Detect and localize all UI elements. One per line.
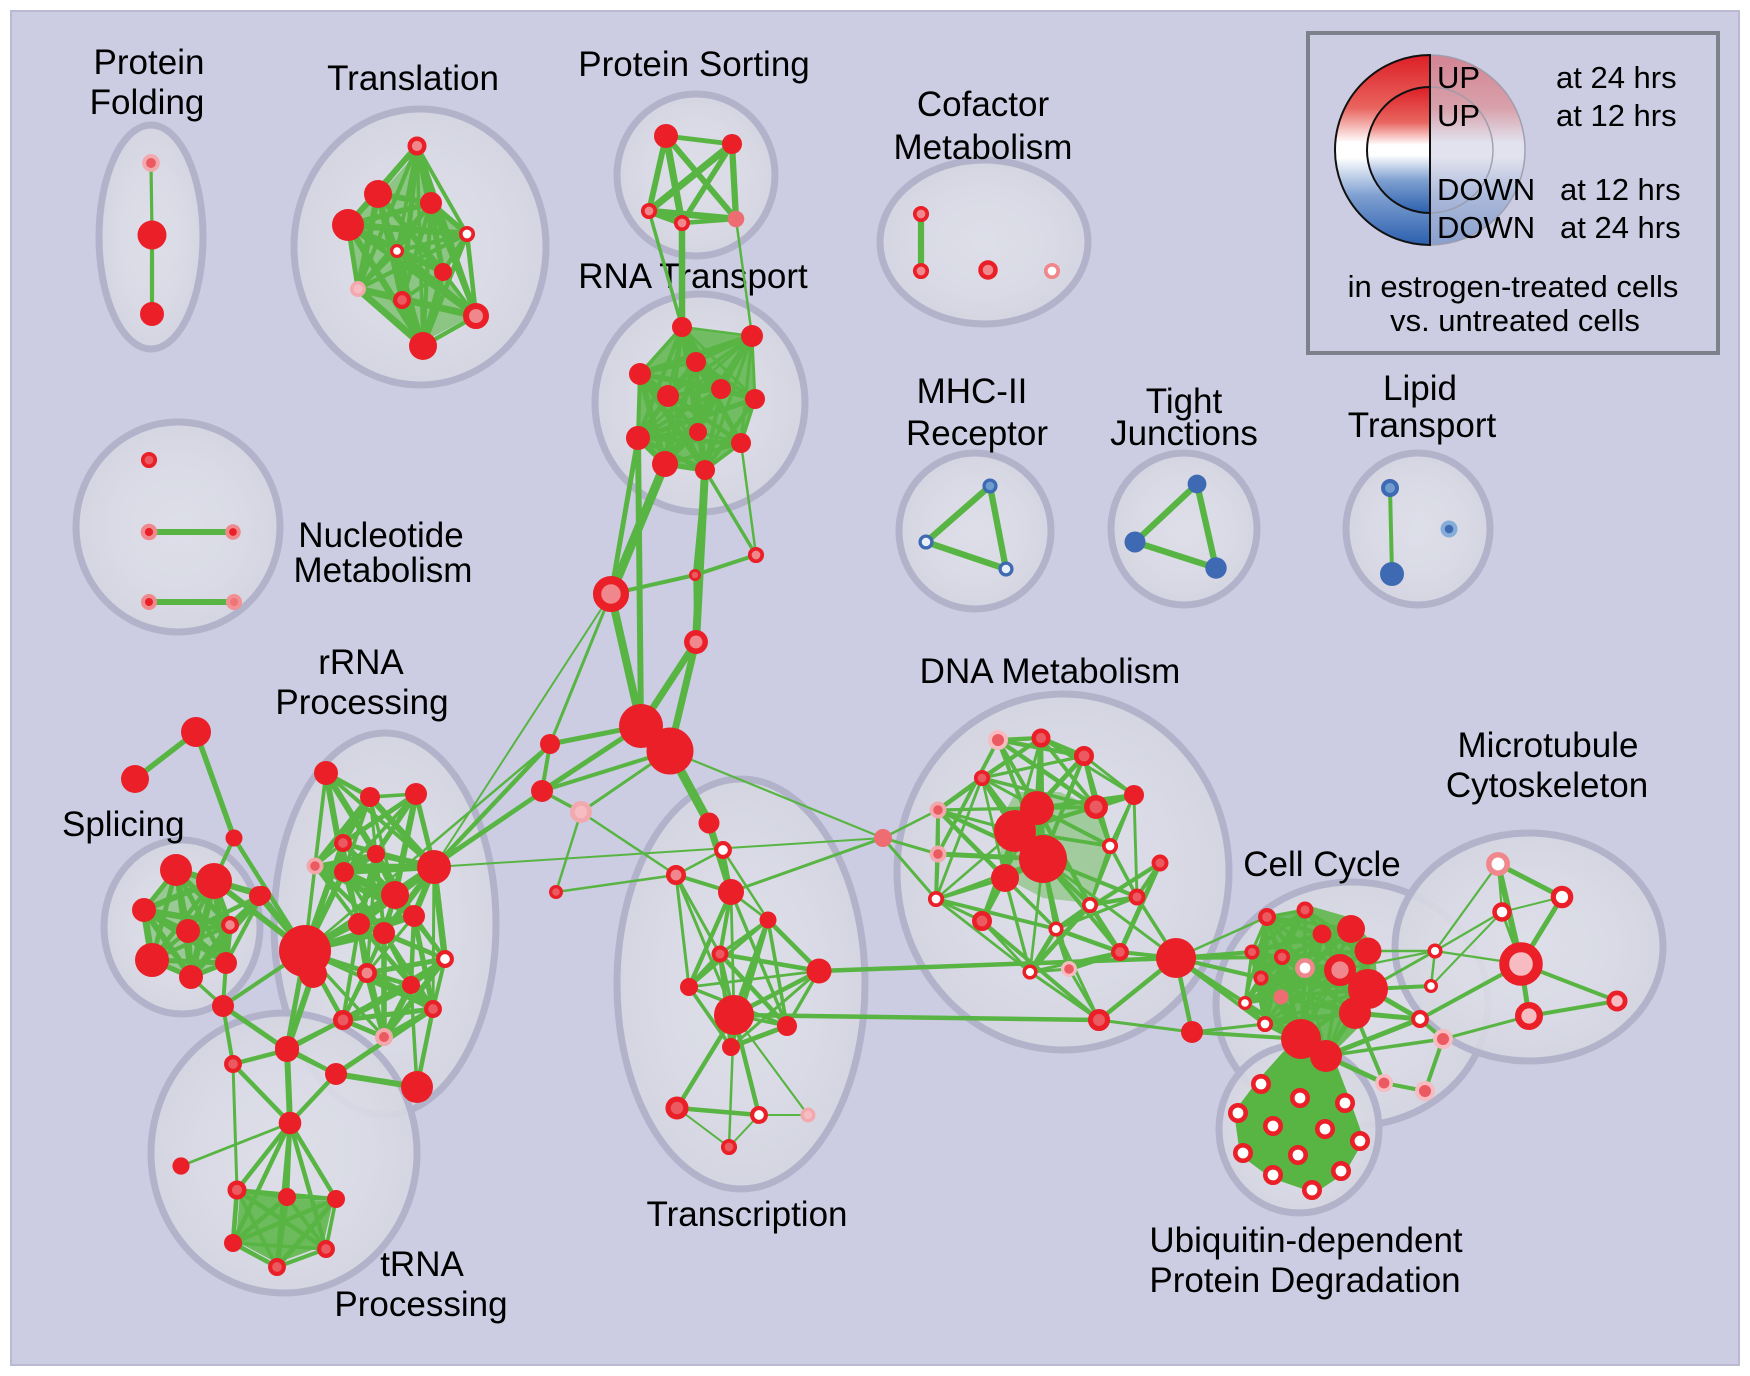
svg-text:Processing: Processing xyxy=(275,683,448,722)
svg-text:Junctions: Junctions xyxy=(1110,414,1258,453)
svg-text:Splicing: Splicing xyxy=(62,805,185,844)
svg-text:Cell Cycle: Cell Cycle xyxy=(1243,845,1401,884)
svg-text:Cytoskeleton: Cytoskeleton xyxy=(1446,766,1648,805)
svg-text:Tight: Tight xyxy=(1146,382,1223,421)
svg-text:Processing: Processing xyxy=(334,1285,507,1324)
svg-text:at 24 hrs: at 24 hrs xyxy=(1556,60,1677,95)
svg-text:Ubiquitin-dependent: Ubiquitin-dependent xyxy=(1149,1221,1463,1260)
svg-text:Metabolism: Metabolism xyxy=(894,128,1073,167)
svg-text:at 12 hrs: at 12 hrs xyxy=(1556,98,1677,133)
svg-text:Protein Sorting: Protein Sorting xyxy=(578,45,810,84)
svg-text:UP: UP xyxy=(1437,60,1480,95)
svg-text:UP: UP xyxy=(1437,98,1480,133)
svg-text:Metabolism: Metabolism xyxy=(294,551,473,590)
svg-text:Nucleotide: Nucleotide xyxy=(298,516,463,555)
svg-text:Protein: Protein xyxy=(94,43,205,82)
svg-text:Cofactor: Cofactor xyxy=(917,85,1050,124)
svg-text:Lipid: Lipid xyxy=(1383,369,1457,408)
svg-text:at 12 hrs: at 12 hrs xyxy=(1560,172,1681,207)
svg-text:DOWN: DOWN xyxy=(1437,210,1535,245)
svg-text:rRNA: rRNA xyxy=(318,643,404,682)
svg-text:Folding: Folding xyxy=(90,83,205,122)
svg-text:tRNA: tRNA xyxy=(380,1245,464,1284)
svg-text:Microtubule: Microtubule xyxy=(1458,726,1639,765)
svg-text:vs. untreated cells: vs. untreated cells xyxy=(1390,303,1640,338)
svg-text:Transport: Transport xyxy=(1348,406,1497,445)
svg-text:DNA Metabolism: DNA Metabolism xyxy=(920,652,1181,691)
svg-text:Protein Degradation: Protein Degradation xyxy=(1149,1261,1460,1300)
svg-text:DOWN: DOWN xyxy=(1437,172,1535,207)
svg-text:Translation: Translation xyxy=(327,59,499,98)
svg-text:in estrogen-treated cells: in estrogen-treated cells xyxy=(1348,269,1679,304)
svg-text:Transcription: Transcription xyxy=(647,1195,848,1234)
svg-text:MHC-II: MHC-II xyxy=(917,372,1028,411)
svg-text:at 24 hrs: at 24 hrs xyxy=(1560,210,1681,245)
svg-text:RNA Transport: RNA Transport xyxy=(578,257,808,296)
svg-text:Receptor: Receptor xyxy=(906,414,1048,453)
